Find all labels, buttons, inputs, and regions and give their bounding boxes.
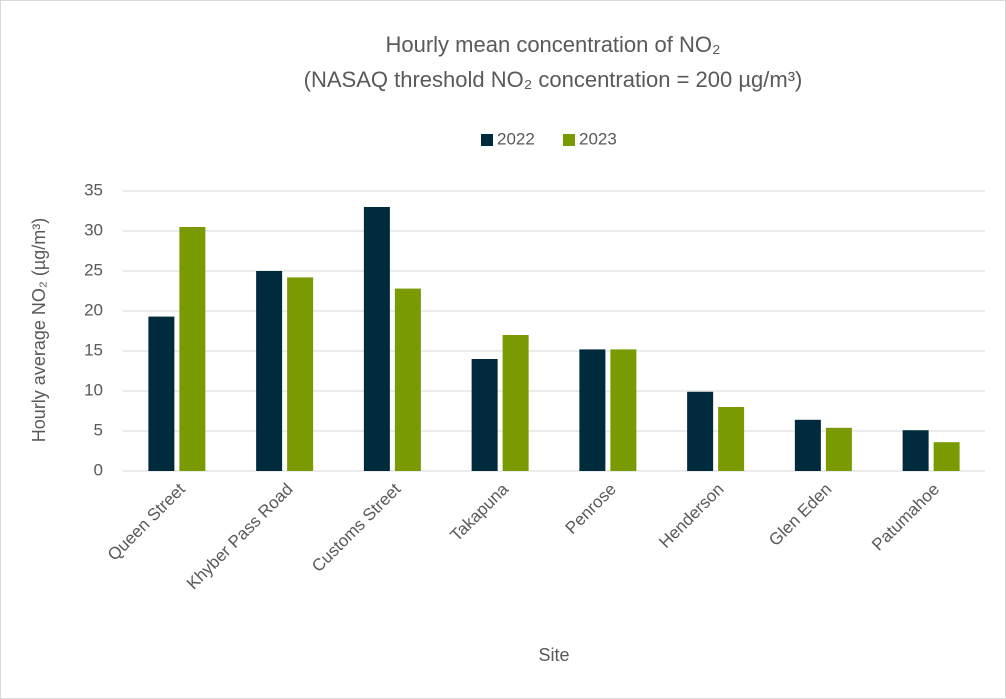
bar: [363, 207, 390, 471]
bar: [902, 430, 929, 471]
chart-subtitle: (NASAQ threshold NO₂ concentration = 200…: [304, 67, 803, 92]
y-tick-label: 35: [84, 180, 103, 199]
bar: [287, 277, 314, 471]
x-axis-label: Site: [538, 645, 569, 665]
bar: [256, 271, 283, 471]
y-tick-label: 10: [84, 380, 103, 399]
bar: [394, 288, 421, 471]
bar: [610, 349, 637, 471]
bar: [148, 316, 175, 471]
bar: [718, 407, 745, 471]
bar: [687, 391, 714, 471]
bar: [471, 359, 498, 471]
chart-title: Hourly mean concentration of NO₂: [385, 32, 720, 57]
bar: [825, 427, 852, 471]
y-tick-label: 0: [94, 460, 103, 479]
bar: [502, 335, 529, 471]
bar: [179, 227, 206, 471]
legend-swatch: [481, 134, 493, 146]
bar: [794, 419, 821, 471]
y-tick-label: 15: [84, 340, 103, 359]
legend-label: 2022: [497, 129, 535, 148]
y-tick-label: 30: [84, 220, 103, 239]
y-tick-label: 20: [84, 300, 103, 319]
y-tick-label: 5: [94, 420, 103, 439]
legend-label: 2023: [579, 129, 617, 148]
bar: [579, 349, 606, 471]
legend-swatch: [563, 134, 575, 146]
y-axis-label: Hourly average NO₂ (µg/m³): [29, 218, 49, 442]
bar: [933, 442, 960, 471]
y-tick-label: 25: [84, 260, 103, 279]
